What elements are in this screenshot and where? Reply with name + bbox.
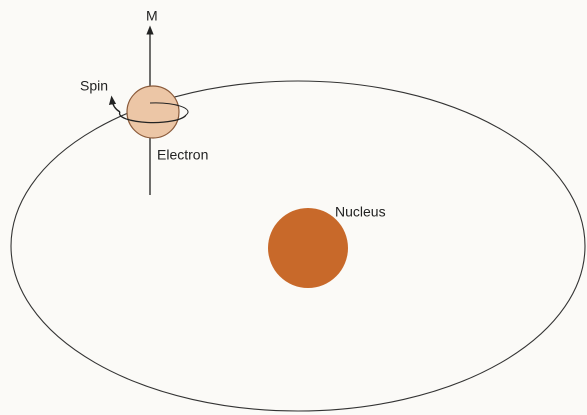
diagram: M Spin Electron Nucleus [0,0,587,415]
m-label: M [146,8,158,24]
spin-label: Spin [80,78,108,94]
electron [127,86,179,138]
nucleus [268,208,348,288]
nucleus-label: Nucleus [335,204,386,220]
background [0,0,587,415]
electron-label: Electron [157,147,208,163]
